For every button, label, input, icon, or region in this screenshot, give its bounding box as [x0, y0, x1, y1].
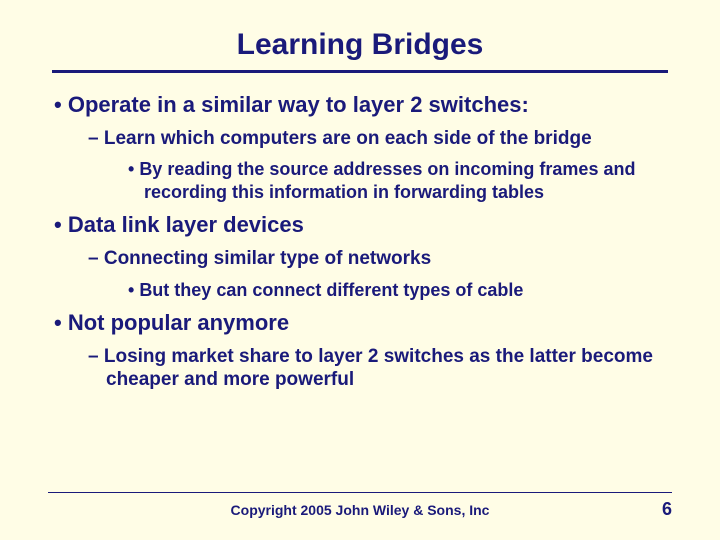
bullet-lvl1: Operate in a similar way to layer 2 swit… — [48, 91, 672, 203]
footer-row: Copyright 2005 John Wiley & Sons, Inc 6 — [48, 499, 672, 520]
bullet-text: Learn which computers are on each side o… — [104, 128, 592, 149]
bullet-list-lvl3: By reading the source addresses on incom… — [124, 158, 672, 203]
bullet-text: Data link layer devices — [68, 212, 304, 237]
footer-divider — [48, 492, 672, 493]
bullet-text: Not popular anymore — [68, 310, 289, 335]
bullet-list-lvl3: But they can connect different types of … — [124, 279, 672, 302]
bullet-lvl1: Not popular anymore Losing market share … — [48, 309, 672, 392]
bullet-list-lvl1: Operate in a similar way to layer 2 swit… — [48, 91, 672, 392]
slide-content: Operate in a similar way to layer 2 swit… — [48, 91, 672, 392]
page-number: 6 — [642, 499, 672, 520]
bullet-text: Connecting similar type of networks — [104, 248, 431, 269]
bullet-text: Losing market share to layer 2 switches … — [104, 346, 653, 391]
slide-footer: Copyright 2005 John Wiley & Sons, Inc 6 — [48, 492, 672, 520]
bullet-text: But they can connect different types of … — [139, 280, 523, 300]
copyright-text: Copyright 2005 John Wiley & Sons, Inc — [78, 502, 642, 518]
bullet-text: Operate in a similar way to layer 2 swit… — [68, 92, 529, 117]
slide: Learning Bridges Operate in a similar wa… — [0, 0, 720, 540]
bullet-list-lvl2: Connecting similar type of networks But … — [84, 247, 672, 301]
bullet-lvl2: Learn which computers are on each side o… — [84, 127, 672, 204]
slide-title: Learning Bridges — [48, 28, 672, 70]
bullet-lvl3: But they can connect different types of … — [124, 279, 672, 302]
bullet-lvl2: Connecting similar type of networks But … — [84, 247, 672, 301]
bullet-text: By reading the source addresses on incom… — [139, 159, 635, 202]
bullet-list-lvl2: Losing market share to layer 2 switches … — [84, 345, 672, 393]
title-divider — [52, 70, 668, 73]
bullet-lvl2: Losing market share to layer 2 switches … — [84, 345, 672, 393]
bullet-lvl1: Data link layer devices Connecting simil… — [48, 211, 672, 301]
bullet-lvl3: By reading the source addresses on incom… — [124, 158, 672, 203]
bullet-list-lvl2: Learn which computers are on each side o… — [84, 127, 672, 204]
